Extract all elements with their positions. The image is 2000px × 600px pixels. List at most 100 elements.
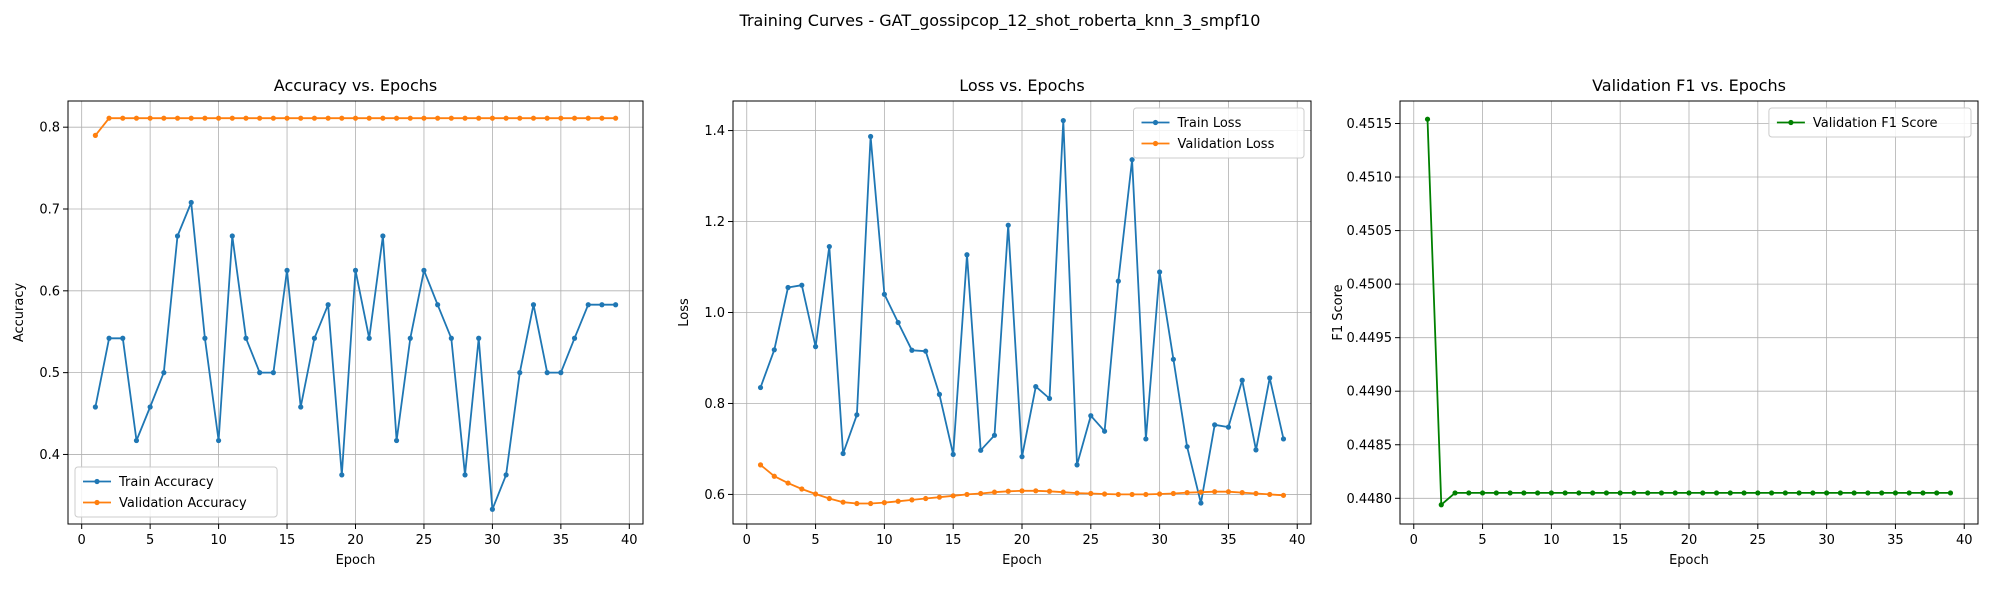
x-axis-label: Epoch [1669,553,1709,568]
data-point [923,348,929,354]
data-point [284,115,290,121]
x-tick-label: 10 [1543,533,1560,548]
data-point [599,115,605,121]
chart-title: Loss vs. Epochs [959,76,1084,95]
data-point [785,480,791,486]
data-point [1892,490,1899,496]
x-tick-label: 20 [1014,533,1031,548]
data-point [188,115,194,121]
data-point [503,472,509,478]
y-tick-label: 0.4 [39,448,60,463]
data-point [1033,488,1039,494]
data-point [1700,490,1706,496]
x-tick-label: 15 [1612,533,1629,548]
data-point [1129,491,1135,498]
data-point [1074,462,1080,468]
data-point [393,115,400,121]
data-point [1170,490,1176,497]
data-point [1060,489,1066,495]
data-point [757,384,764,391]
data-point [352,267,359,273]
data-point [1617,490,1623,496]
data-point [1088,490,1094,497]
data-point [489,115,496,121]
y-tick-label: 0.8 [39,121,60,136]
y-tick-label: 1.0 [704,306,725,321]
data-point [298,404,304,410]
data-point [1280,492,1287,498]
data-point [1239,377,1245,383]
data-point [1198,489,1204,495]
data-point [585,302,591,308]
data-point [215,115,222,121]
data-point [1115,278,1121,284]
data-point [1005,222,1011,228]
data-point [311,115,318,121]
y-tick-label: 0.8 [704,397,725,412]
data-point [517,370,523,376]
data-point [978,447,984,453]
data-point [161,115,167,121]
legend-entry-label: Validation Loss [1178,137,1275,152]
data-point [462,472,468,478]
data-point [613,302,619,308]
data-point [785,284,791,291]
data-point [1143,436,1149,442]
legend-entry-label: Train Loss [1177,116,1242,131]
data-point [1101,428,1108,434]
data-point [161,370,167,376]
data-point [1253,490,1259,497]
data-point [1046,395,1053,402]
data-point [311,335,318,341]
data-point [1768,490,1775,496]
data-point [840,499,846,505]
data-point [1493,490,1499,496]
data-point [868,133,874,140]
data-point [909,347,915,353]
data-point [106,335,112,341]
data-point [1782,490,1788,496]
y-tick-label: 0.5 [39,366,60,381]
x-tick-label: 5 [146,533,154,548]
y-tick-label: 0.4515 [1347,117,1393,132]
data-point [1101,491,1108,497]
data-point [106,115,112,121]
data-point [1267,491,1273,498]
data-point [895,319,901,326]
x-tick-label: 0 [78,533,86,548]
y-tick-label: 0.4485 [1347,438,1393,453]
data-point [1535,490,1541,496]
x-tick-label: 0 [1410,533,1418,548]
data-point [489,506,496,512]
data-point [339,115,345,121]
data-point [571,115,578,121]
data-point [936,494,943,500]
data-point [936,391,943,397]
data-point [1225,489,1232,495]
legend-entry-label: Train Accuracy [118,475,214,490]
data-point [881,500,887,506]
data-point [964,252,970,258]
data-point [799,486,805,492]
data-point [1170,356,1176,362]
data-point [1879,490,1885,496]
x-tick-label: 35 [553,533,570,548]
data-point [202,115,208,121]
data-point [599,302,605,308]
chart-title: Validation F1 vs. Epochs [1592,76,1786,95]
data-point [1088,413,1094,419]
data-point [558,370,564,376]
legend: Validation F1 Score [1768,107,1972,138]
data-point [771,473,777,479]
data-point [1562,490,1568,496]
chart-panel-3: 0 5 10 15 20 25 30 35 40 0.4480 0.4485 0.4490 0.4495… [1331,76,1979,568]
data-point [1115,491,1121,498]
data-point [147,404,153,410]
data-point [613,115,619,121]
x-tick-label: 15 [279,533,296,548]
x-tick-label: 30 [484,533,501,548]
data-point [270,370,276,376]
y-tick-label: 0.6 [39,284,60,299]
data-point [812,344,819,350]
